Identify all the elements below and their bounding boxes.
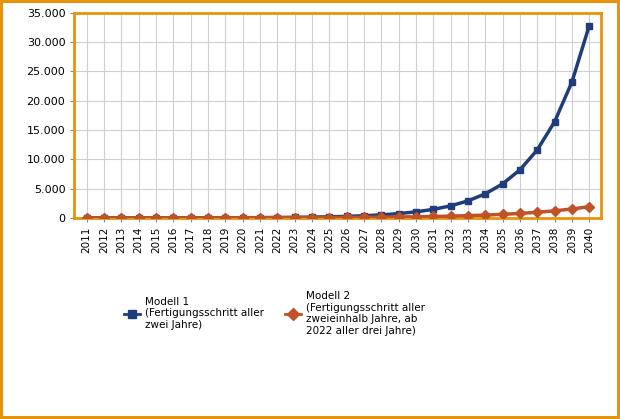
Legend: Modell 1
(Fertigungsschritt aller
zwei Jahre), Modell 2
(Fertigungsschritt aller: Modell 1 (Fertigungsschritt aller zwei J… [120, 287, 429, 340]
